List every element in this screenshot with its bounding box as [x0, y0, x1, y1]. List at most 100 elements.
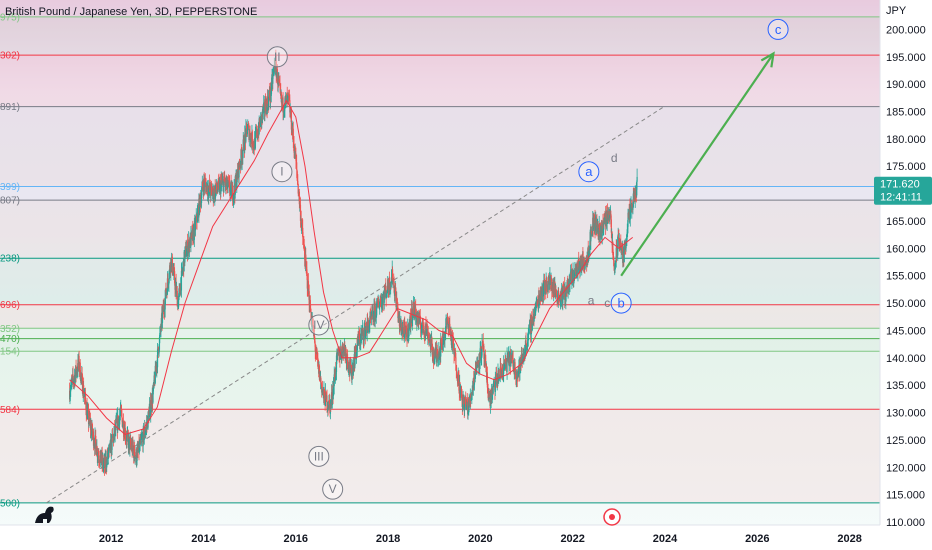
time-tick-label: 2022: [560, 533, 584, 545]
dashed-trendline[interactable]: [46, 105, 666, 504]
wave-circle: [308, 314, 330, 336]
candle-body: [329, 401, 331, 405]
candle-body: [573, 276, 576, 278]
wave-circle: [308, 445, 330, 467]
candle-body: [326, 395, 328, 410]
wave-label: II: [274, 50, 281, 64]
candle-body: [153, 375, 155, 384]
candle-body: [376, 303, 378, 316]
candle-body: [84, 393, 87, 402]
candle-body: [91, 424, 93, 435]
candle-body: [492, 383, 495, 387]
candle-body: [351, 367, 354, 375]
candle-body: [236, 169, 238, 183]
candle-body: [231, 188, 233, 197]
price-tick-label: 145.000: [886, 325, 926, 337]
candle-body: [431, 343, 434, 355]
price-tick-label: 125.000: [886, 435, 926, 447]
candle-body: [249, 131, 251, 139]
candle-body: [583, 261, 585, 266]
candle-body: [361, 332, 363, 336]
last-price-tag: 171.620 12:41:11: [874, 176, 932, 205]
candle-body: [111, 434, 114, 436]
wave-circle: [271, 161, 293, 183]
price-tick-label: 115.000: [886, 490, 925, 502]
candle-body: [351, 364, 353, 380]
fib-label: 975): [0, 12, 20, 23]
candle-body: [248, 134, 250, 141]
candle-body: [317, 358, 319, 363]
candle-body: [74, 373, 76, 383]
candle-body: [355, 345, 357, 353]
candle-body: [376, 300, 378, 304]
candle-body: [87, 410, 90, 425]
time-axis-background[interactable]: [0, 525, 932, 550]
candle-body: [529, 321, 532, 335]
fib-label: 696): [0, 300, 20, 311]
candle-body: [453, 343, 455, 350]
candle-body: [625, 243, 627, 249]
price-tick-label: 135.000: [886, 380, 926, 392]
candle-body: [196, 214, 198, 222]
candle-body: [609, 214, 611, 218]
wave-circle-blue: [578, 161, 600, 183]
candle-body: [456, 370, 458, 378]
dino-logo-icon[interactable]: [35, 506, 54, 523]
candle-body: [431, 339, 433, 344]
candle-body: [138, 444, 140, 453]
moving-average-line: [69, 99, 634, 435]
price-tick-label: 140.000: [886, 353, 926, 365]
candle-body: [152, 391, 154, 403]
time-tick-label: 2014: [191, 533, 216, 545]
candle-body: [139, 440, 141, 447]
candle-body: [407, 324, 409, 338]
candle-body: [506, 356, 508, 372]
fib-label: 470): [0, 334, 20, 345]
candle-body: [362, 331, 365, 340]
candle-body: [265, 100, 267, 115]
candle-body: [245, 126, 247, 142]
time-tick-label: 2024: [653, 533, 678, 545]
candle-body: [379, 302, 381, 306]
candle-body: [128, 436, 130, 448]
candle-body: [200, 195, 203, 203]
forecast-arrow-head[interactable]: [760, 51, 775, 68]
candle-body: [185, 254, 187, 257]
candle-body: [479, 348, 481, 363]
candle-body: [267, 96, 269, 105]
price-tick-label: 160.000: [886, 243, 926, 255]
candle-body: [526, 341, 529, 347]
candle-body: [345, 353, 347, 364]
candle-body: [299, 205, 302, 221]
chart-title: British Pound / Japanese Yen, 3D, PEPPER…: [5, 6, 257, 18]
candle-body: [548, 277, 550, 282]
candle-body: [279, 83, 281, 86]
candle-body: [150, 409, 152, 416]
price-axis-background[interactable]: [880, 0, 932, 525]
candle-body: [440, 342, 443, 346]
wave-label: IV: [313, 318, 324, 332]
candle-body: [204, 180, 206, 188]
fib-label: 154): [0, 347, 20, 358]
candle-body: [487, 387, 489, 398]
forecast-arrow-line[interactable]: [620, 52, 775, 277]
price-tick-label: 165.000: [886, 216, 926, 228]
candle-body: [392, 280, 394, 282]
forecast-arrow[interactable]: [620, 51, 775, 277]
candle-body: [632, 207, 634, 210]
candle-body: [179, 286, 181, 293]
candle-body: [478, 353, 481, 366]
time-axis-ticks: 2012 2014 2016 2018 2020 2022 2024 2026 2028: [99, 533, 862, 545]
candle-body: [242, 139, 244, 151]
candle-body: [296, 162, 298, 170]
candle-body: [290, 111, 292, 130]
candle-body: [515, 372, 517, 379]
candle-body: [375, 306, 377, 316]
candle-body: [276, 69, 278, 84]
candle-body: [221, 181, 223, 184]
event-marker-icon[interactable]: [603, 508, 621, 526]
candle-body: [332, 382, 335, 396]
candle-body: [627, 212, 629, 227]
